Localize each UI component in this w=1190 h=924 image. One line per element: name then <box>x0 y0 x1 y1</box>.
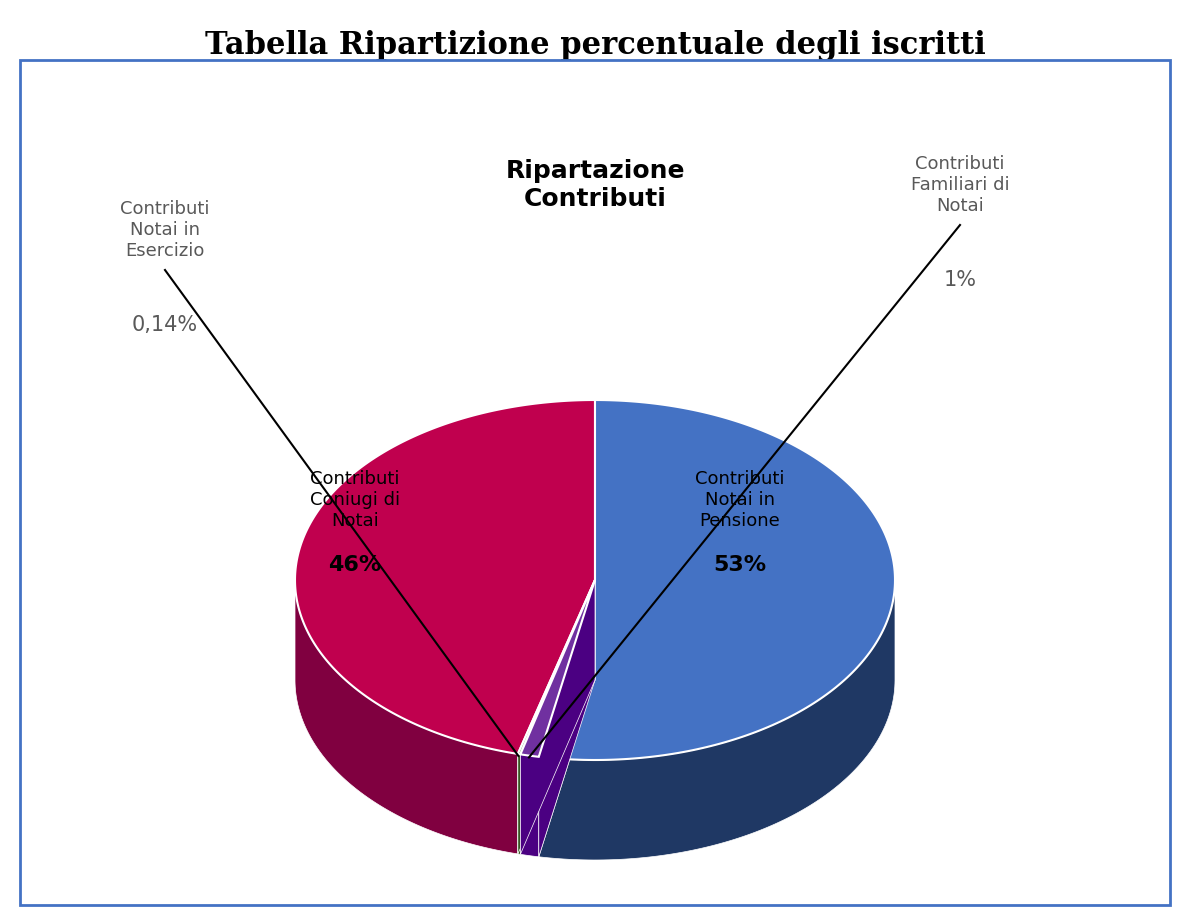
Polygon shape <box>520 580 595 855</box>
Polygon shape <box>520 580 595 855</box>
Polygon shape <box>539 580 895 860</box>
Text: Ripartazione
Contributi: Ripartazione Contributi <box>506 159 684 211</box>
Polygon shape <box>520 754 539 857</box>
Text: Contributi
Notai in
Esercizio: Contributi Notai in Esercizio <box>120 201 209 260</box>
Polygon shape <box>518 580 595 754</box>
Text: Contributi
Familiari di
Notai: Contributi Familiari di Notai <box>910 155 1009 215</box>
Text: 1%: 1% <box>944 270 977 290</box>
Polygon shape <box>539 580 595 857</box>
Polygon shape <box>539 580 595 857</box>
Text: Tabella Ripartizione percentuale degli iscritti: Tabella Ripartizione percentuale degli i… <box>205 30 985 61</box>
Polygon shape <box>518 754 520 855</box>
Text: 46%: 46% <box>328 555 382 575</box>
Text: Contributi
Coniugi di
Notai: Contributi Coniugi di Notai <box>309 470 400 529</box>
Polygon shape <box>295 581 518 854</box>
Polygon shape <box>518 580 595 854</box>
Text: 53%: 53% <box>714 555 766 575</box>
Polygon shape <box>295 400 595 754</box>
Text: Contributi
Notai in
Pensione: Contributi Notai in Pensione <box>695 470 784 529</box>
Polygon shape <box>520 580 595 757</box>
Text: 0,14%: 0,14% <box>132 315 198 335</box>
Polygon shape <box>518 580 595 854</box>
Polygon shape <box>539 400 895 760</box>
